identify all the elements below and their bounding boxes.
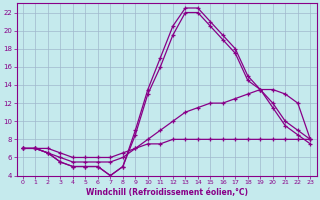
- X-axis label: Windchill (Refroidissement éolien,°C): Windchill (Refroidissement éolien,°C): [85, 188, 248, 197]
